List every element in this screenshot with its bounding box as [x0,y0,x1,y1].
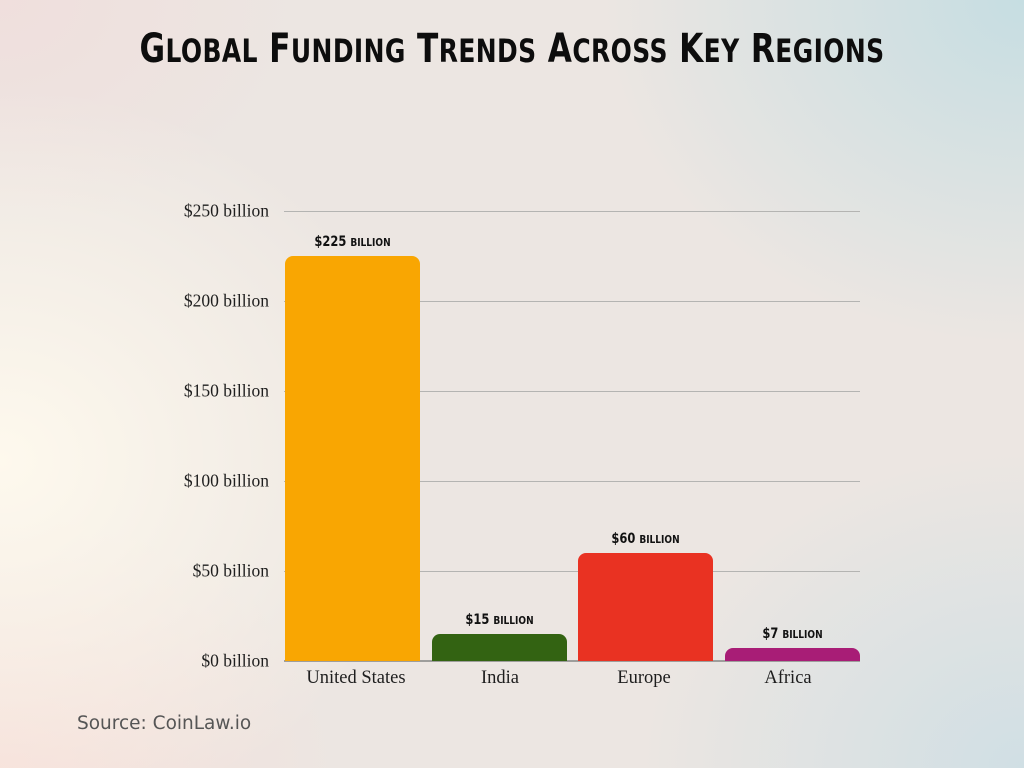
chart-title: GLOBAL FUNDING TRENDS ACROSS KEY REGIONS [139,26,885,72]
gridline [284,301,860,302]
gridline [284,211,860,212]
x-axis-baseline [284,660,860,662]
x-axis-category-label: Europe [617,668,671,688]
gridline [284,391,860,392]
x-axis-category-label: India [480,668,519,688]
y-axis-tick-label: $150 billion [183,380,269,401]
gridline [284,481,860,482]
y-axis-tick-label: $100 billion [183,470,269,491]
bar-value-label: $60 BILLION [611,531,680,547]
bar-value-label: $225 BILLION [314,234,391,250]
bar-europe [578,553,713,661]
y-axis-tick-label: $50 billion [192,560,269,581]
bar-united-states [285,256,420,661]
x-axis-category-label: Africa [764,668,812,688]
source-note: Source: CoinLaw.io [77,713,252,734]
bar-value-label: $15 BILLION [465,612,534,628]
y-axis-tick-label: $200 billion [183,290,269,311]
y-axis-tick-label: $250 billion [183,200,269,221]
x-axis-category-label: United States [306,668,406,688]
gridline [284,571,860,572]
bar-africa [725,648,860,661]
y-axis-tick-label: $0 billion [201,650,269,671]
bar-india [432,634,567,661]
bar-value-label: $7 BILLION [762,626,823,642]
